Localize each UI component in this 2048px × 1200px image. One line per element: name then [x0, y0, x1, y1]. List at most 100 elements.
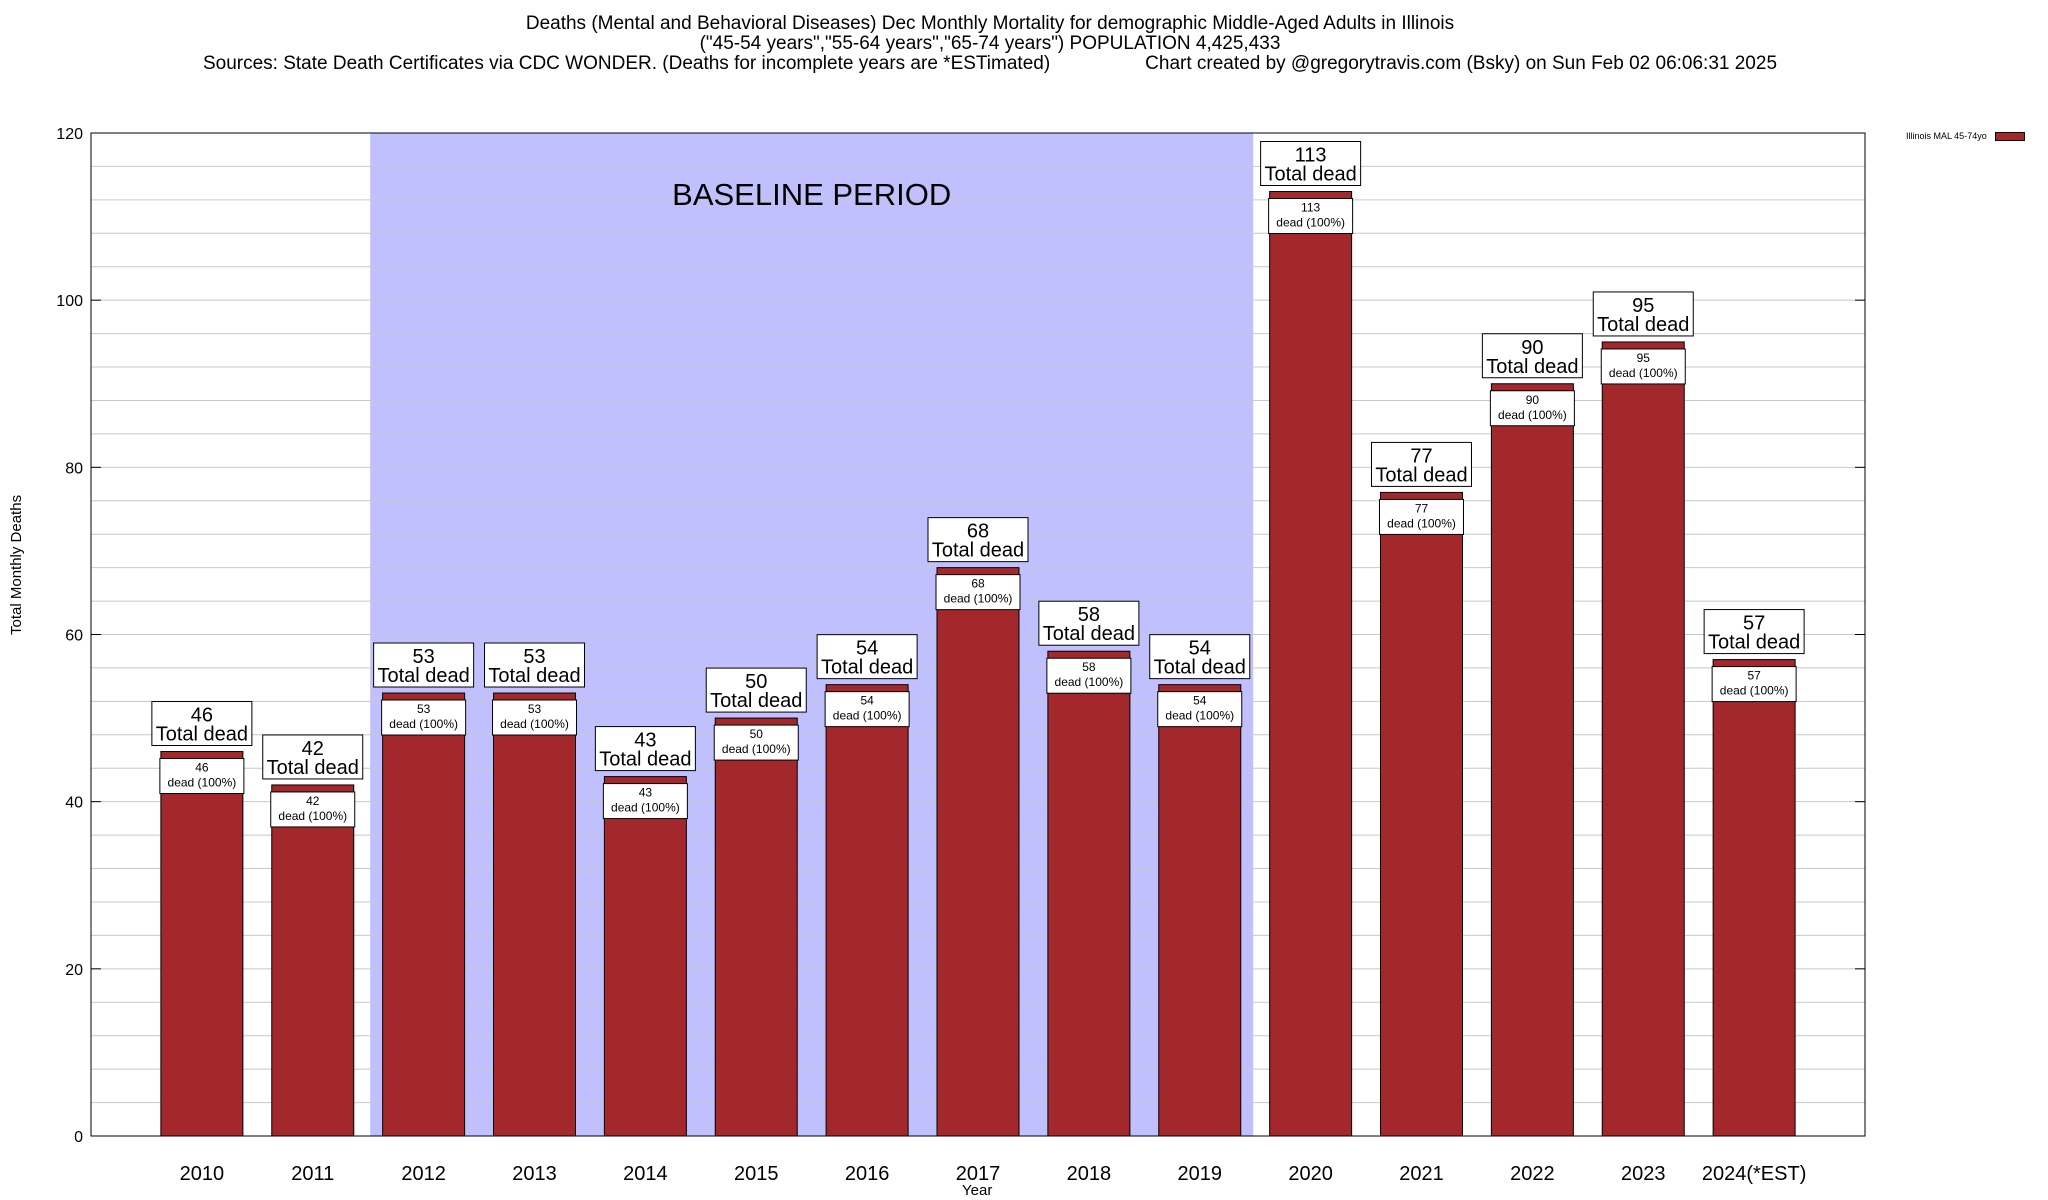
inner-label-text: dead (100%): [833, 709, 902, 723]
top-label-text: Total dead: [1154, 657, 1246, 679]
top-label-text: Total dead: [377, 665, 469, 687]
inner-label-value: 90: [1526, 393, 1540, 407]
inner-label-box: [1379, 498, 1464, 535]
inner-label-value: 53: [417, 702, 431, 716]
legend: Illinois MAL 45-74yo: [1906, 131, 2025, 142]
y-tick-label: 20: [65, 962, 83, 979]
top-label-text: Total dead: [156, 724, 248, 746]
inner-label-value: 53: [528, 702, 542, 716]
y-tick-label: 80: [65, 460, 83, 477]
inner-label-value: 68: [971, 577, 985, 591]
bar: [382, 692, 466, 1137]
bar: [1601, 341, 1685, 1137]
sources-text: Sources: State Death Certificates via CD…: [202, 53, 1051, 74]
top-label-text: Total dead: [932, 540, 1024, 562]
top-label-value: 54: [856, 638, 878, 660]
top-label-box: [1149, 634, 1251, 680]
x-tick-label: 2019: [1178, 1163, 1223, 1185]
top-label-box: [151, 701, 253, 747]
x-tick-label: 2020: [1288, 1163, 1333, 1185]
bar: [1158, 684, 1242, 1137]
x-tick-label: 2016: [845, 1163, 890, 1185]
top-label-box: [1592, 291, 1694, 337]
x-tick-label: 2015: [734, 1163, 779, 1185]
y-tick-label: 40: [65, 795, 83, 812]
bar: [493, 692, 576, 1137]
inner-label-text: dead (100%): [500, 717, 569, 731]
inner-label-text: dead (100%): [722, 742, 791, 756]
y-tick-label: 100: [56, 293, 83, 310]
x-tick-label: 2014: [623, 1163, 668, 1185]
bar: [1490, 383, 1574, 1137]
top-label-text: Total dead: [1264, 164, 1356, 186]
x-axis-label: Year: [962, 1182, 993, 1199]
top-label-text: Total dead: [710, 690, 802, 712]
inner-label-text: dead (100%): [1055, 675, 1124, 689]
chart-subtitle: ("45-54 years","55-64 years","65-74 year…: [699, 33, 1281, 54]
inner-label-value: 95: [1637, 351, 1651, 365]
inner-label-text: dead (100%): [1720, 684, 1789, 698]
inner-label-box: [1157, 691, 1243, 728]
top-label-value: 77: [1410, 445, 1432, 467]
top-label-box: [705, 667, 807, 713]
top-label-text: Total dead: [599, 749, 691, 771]
top-label-value: 90: [1521, 337, 1543, 359]
top-label-text: Total dead: [1375, 464, 1467, 486]
x-tick-label: 2010: [180, 1163, 225, 1185]
bar: [1047, 650, 1131, 1137]
top-label-value: 54: [1189, 638, 1211, 660]
inner-label-box: [602, 783, 688, 820]
inner-label-text: dead (100%): [1498, 408, 1567, 422]
bar: [714, 717, 798, 1137]
top-label-box: [594, 726, 696, 772]
inner-label-text: dead (100%): [278, 809, 347, 823]
top-label-text: Total dead: [821, 657, 913, 679]
baseline-label: BASELINE PERIOD: [672, 177, 951, 212]
top-label-text: Total dead: [267, 757, 359, 779]
inner-label-value: 113: [1301, 201, 1320, 215]
top-label-value: 50: [745, 671, 767, 693]
x-tick-label: 2017: [956, 1163, 1001, 1185]
inner-label-value: 43: [639, 786, 653, 800]
inner-label-box: [381, 699, 467, 736]
bar: [160, 751, 244, 1137]
y-tick-label: 120: [56, 126, 83, 143]
inner-label-box: [1711, 666, 1797, 703]
top-label-box: [1703, 609, 1805, 655]
top-label-value: 57: [1743, 613, 1765, 635]
inner-label-value: 54: [1193, 694, 1207, 708]
top-label-text: Total dead: [1486, 356, 1578, 378]
top-label-value: 58: [1078, 604, 1100, 626]
inner-label-box: [713, 724, 799, 761]
top-label-value: 46: [191, 705, 213, 727]
inner-label-value: 46: [195, 761, 209, 775]
top-label-box: [373, 642, 475, 688]
inner-label-box: [1600, 348, 1686, 385]
chart-sources-line: Sources: State Death Certificates via CD…: [0, 53, 1980, 75]
top-label-box: [816, 634, 918, 680]
top-label-value: 68: [967, 521, 989, 543]
x-tick-label: 2023: [1621, 1163, 1666, 1185]
top-label-box: [1481, 333, 1583, 379]
inner-label-box: [1046, 657, 1132, 694]
legend-swatch: [1994, 132, 2025, 142]
inner-label-box: [159, 758, 245, 795]
top-label-text: Total dead: [1043, 623, 1135, 645]
inner-label-text: dead (100%): [1609, 366, 1678, 380]
top-label-value: 95: [1632, 295, 1654, 317]
bar: [1380, 491, 1463, 1137]
x-tick-label: 2013: [512, 1163, 557, 1185]
inner-label-text: dead (100%): [168, 776, 237, 790]
top-label-value: 53: [523, 646, 545, 668]
x-tick-label: 2021: [1399, 1163, 1444, 1185]
credit-text: Chart created by @gregorytravis.com (Bsk…: [1145, 53, 1778, 74]
top-label-value: 53: [413, 646, 435, 668]
x-tick-label: 2022: [1510, 1163, 1555, 1185]
inner-label-box: [492, 699, 577, 736]
top-label-value: 42: [302, 738, 324, 760]
y-tick-label: 60: [65, 628, 83, 645]
inner-label-text: dead (100%): [944, 592, 1013, 606]
top-label-box: [262, 734, 364, 780]
top-label-box: [927, 517, 1029, 563]
top-label-text: Total dead: [1597, 314, 1689, 336]
